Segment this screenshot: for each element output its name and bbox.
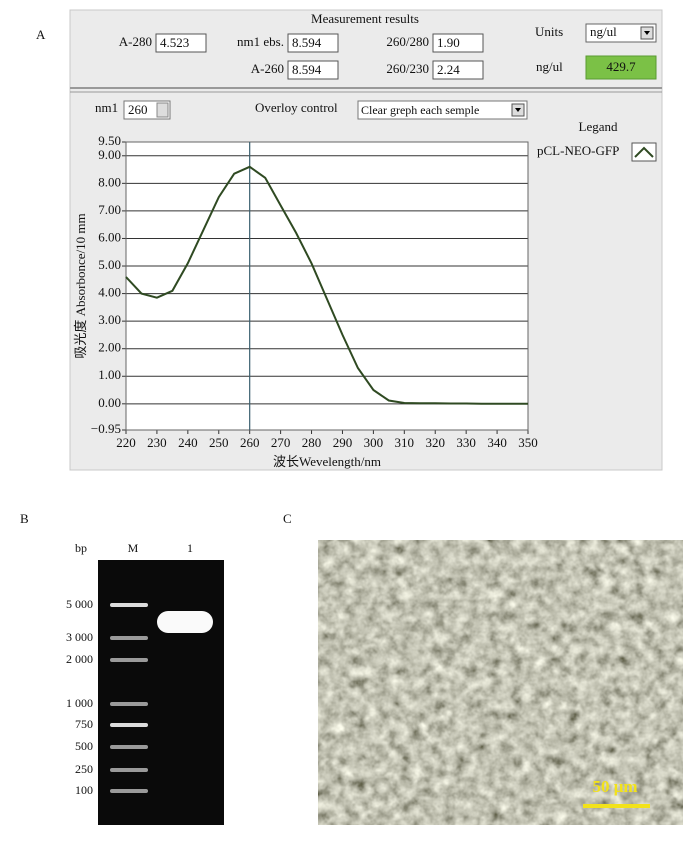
field-value: 4.523 (160, 35, 189, 50)
gel-image (98, 560, 224, 825)
plot-frame (125, 141, 529, 431)
lane-label: M (128, 541, 139, 555)
ladder-band (110, 658, 148, 662)
micrograph (318, 540, 683, 825)
ladder-label: 250 (75, 762, 93, 776)
ladder-band (110, 745, 148, 749)
field-label: nm1 ebs. (237, 34, 284, 49)
conc-box (585, 55, 657, 80)
overlay-value: Clear greph each semple (361, 103, 479, 117)
nm1-label: nm1 (95, 100, 118, 115)
x-tick-label: 330 (456, 435, 476, 450)
field-label: 260/280 (386, 34, 429, 49)
conc-label: ng/ul (536, 59, 563, 74)
sample-band (157, 611, 213, 633)
x-tick-label: 290 (333, 435, 353, 450)
x-tick-label: 250 (209, 435, 229, 450)
x-tick-label: 220 (116, 435, 136, 450)
x-tick-label: 310 (395, 435, 415, 450)
overlay-select[interactable] (357, 100, 528, 120)
y-tick-label: 6.00 (98, 229, 121, 244)
x-tick-label: 280 (302, 435, 322, 450)
y-tick-label: 7.00 (98, 202, 121, 217)
conc-value: 429.7 (606, 59, 636, 74)
ladder-label: 750 (75, 717, 93, 731)
x-tick-label: 300 (364, 435, 384, 450)
gel: bp M 1 5 000 3 000 2 000 1 000 750 500 250 100 (66, 541, 213, 797)
lane-label: 1 (187, 541, 193, 555)
ladder-label: 5 000 (66, 597, 93, 611)
ladder-label: 500 (75, 739, 93, 753)
field-value: 8.594 (292, 62, 322, 77)
ladder-band (110, 789, 148, 793)
unit-label: bp (75, 541, 87, 555)
x-axis-label: 波长Wevelength/nm (273, 454, 381, 469)
y-tick-label: 9.00 (98, 147, 121, 162)
panel-label: A (36, 27, 46, 42)
field-value: 2.24 (437, 62, 460, 77)
plot-area (126, 142, 528, 430)
scale-bar-label: 50 μm (592, 777, 637, 796)
results-title: Measurement results (311, 11, 419, 26)
plot: 9.509.00 8.00 7.00 6.00 5.00 4.00 3.00 2.00 1.00… (73, 133, 657, 469)
x-tick-label: 240 (178, 435, 198, 450)
field-group: A-280 4.523 nm1 ebs. 8.594 260/280 1.90 A-260 8… (119, 33, 484, 80)
legend-label: pCL-NEO-GFP (537, 143, 619, 158)
panel-label: B (20, 511, 29, 526)
y-tick-label: 8.00 (98, 174, 121, 189)
ladder-label: 100 (75, 783, 93, 797)
field-value: 8.594 (292, 35, 322, 50)
field-label: 260/230 (386, 61, 429, 76)
y-tick-label: 3.00 (98, 312, 121, 327)
x-tick-label: 230 (147, 435, 167, 450)
units-label: Units (535, 24, 563, 39)
y-tick-label: 5.00 (98, 257, 121, 272)
y-tick-label: 9.50 (98, 133, 121, 148)
y-tick-label: 4.00 (98, 285, 121, 300)
spinner-buttons[interactable] (156, 102, 169, 118)
field-label: A-280 (119, 34, 152, 49)
data-line (125, 165, 528, 405)
ladder-band (110, 723, 148, 727)
legend-title: Legand (579, 119, 618, 134)
dropdown-arrow (515, 108, 521, 112)
field-box (155, 33, 207, 53)
field-box (287, 60, 339, 80)
ladder-label: 1 000 (66, 696, 93, 710)
y-tick-label: 1.00 (98, 367, 121, 382)
ladder-band (110, 636, 148, 640)
dropdown-arrow (644, 31, 650, 35)
field-box (432, 33, 484, 53)
field-box (287, 33, 339, 53)
legend-swatch (631, 142, 657, 162)
units-select[interactable] (585, 23, 657, 43)
y-tick-label: 0.00 (98, 395, 121, 410)
ladder-band (110, 768, 148, 772)
y-tick-label: 2.00 (98, 340, 121, 355)
ladder-band (110, 603, 148, 607)
x-tick-label: 320 (425, 435, 445, 450)
x-tick-label: 270 (271, 435, 291, 450)
legend-line (634, 146, 654, 158)
x-tick-label: 260 (240, 435, 260, 450)
nm1-value: 260 (128, 102, 148, 117)
x-tick-label: 350 (518, 435, 538, 450)
field-value: 1.90 (437, 35, 460, 50)
ladder-label: 2 000 (66, 652, 93, 666)
field-box (432, 60, 484, 80)
ladder-label: 3 000 (66, 630, 93, 644)
y-axis-label: 吸光度 Absorbonce/10 mm (73, 213, 88, 358)
y-tick-label: −0.95 (91, 421, 121, 436)
ladder-band (110, 702, 148, 706)
x-tick-label: 340 (487, 435, 507, 450)
field-label: A-260 (251, 61, 284, 76)
units-value: ng/ul (590, 24, 617, 39)
panel-label: C (283, 511, 292, 526)
overlay-label: Overloy control (255, 100, 338, 115)
